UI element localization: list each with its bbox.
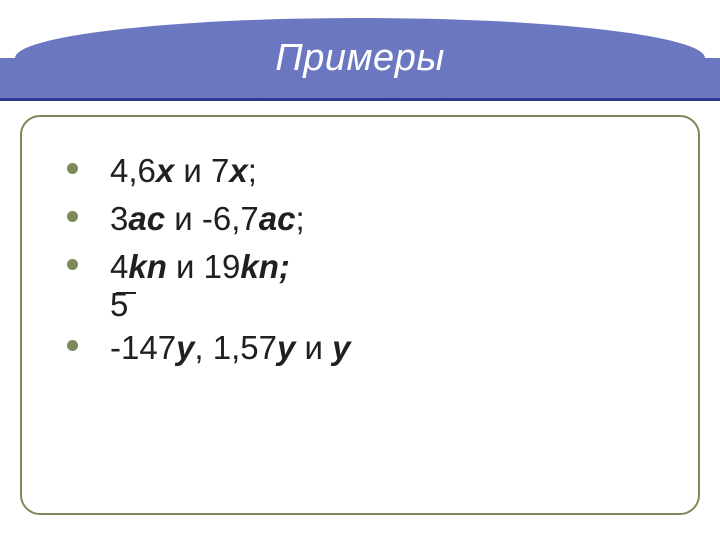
text-run: ас	[128, 200, 165, 237]
text-run: kn	[128, 248, 167, 285]
text-run: и 7	[174, 152, 229, 189]
text-run: kn;	[240, 248, 290, 285]
text-run: и	[295, 329, 332, 366]
overline	[116, 292, 136, 294]
list-item-subline: 5	[62, 285, 698, 325]
text-run: ;	[248, 152, 257, 189]
text-run: 4,6	[110, 152, 156, 189]
text-run: ;	[295, 200, 304, 237]
text-run: 3	[110, 200, 128, 237]
list-item: 3ас и -6,7ас;	[62, 195, 698, 243]
slide-title: Примеры	[0, 18, 720, 98]
text-run: у	[332, 329, 350, 366]
text-run: и -6,7	[165, 200, 259, 237]
text-run: у	[277, 329, 295, 366]
text-run: -147	[110, 329, 176, 366]
title-band: Примеры	[0, 18, 720, 98]
content-frame: 4,6х и 7х; 3ас и -6,7ас; 4kn и 19kn; 5 -…	[20, 115, 700, 515]
text-run: , 1,57	[194, 329, 277, 366]
bullet-icon	[67, 163, 78, 174]
bullet-icon	[67, 340, 78, 351]
text-run: у	[176, 329, 194, 366]
list-item: -147у, 1,57у и у	[62, 324, 698, 372]
list-item: 4,6х и 7х;	[62, 147, 698, 195]
bullet-icon	[67, 211, 78, 222]
examples-list: 4,6х и 7х; 3ас и -6,7ас; 4kn и 19kn; 5 -…	[62, 147, 698, 372]
list-item: 4kn и 19kn;	[62, 243, 698, 291]
title-underline	[0, 98, 720, 101]
text-run: х	[156, 152, 174, 189]
text-run: и 19	[167, 248, 240, 285]
text-run: ас	[259, 200, 296, 237]
bullet-icon	[67, 259, 78, 270]
text-run: 4	[110, 248, 128, 285]
text-run: х	[229, 152, 247, 189]
